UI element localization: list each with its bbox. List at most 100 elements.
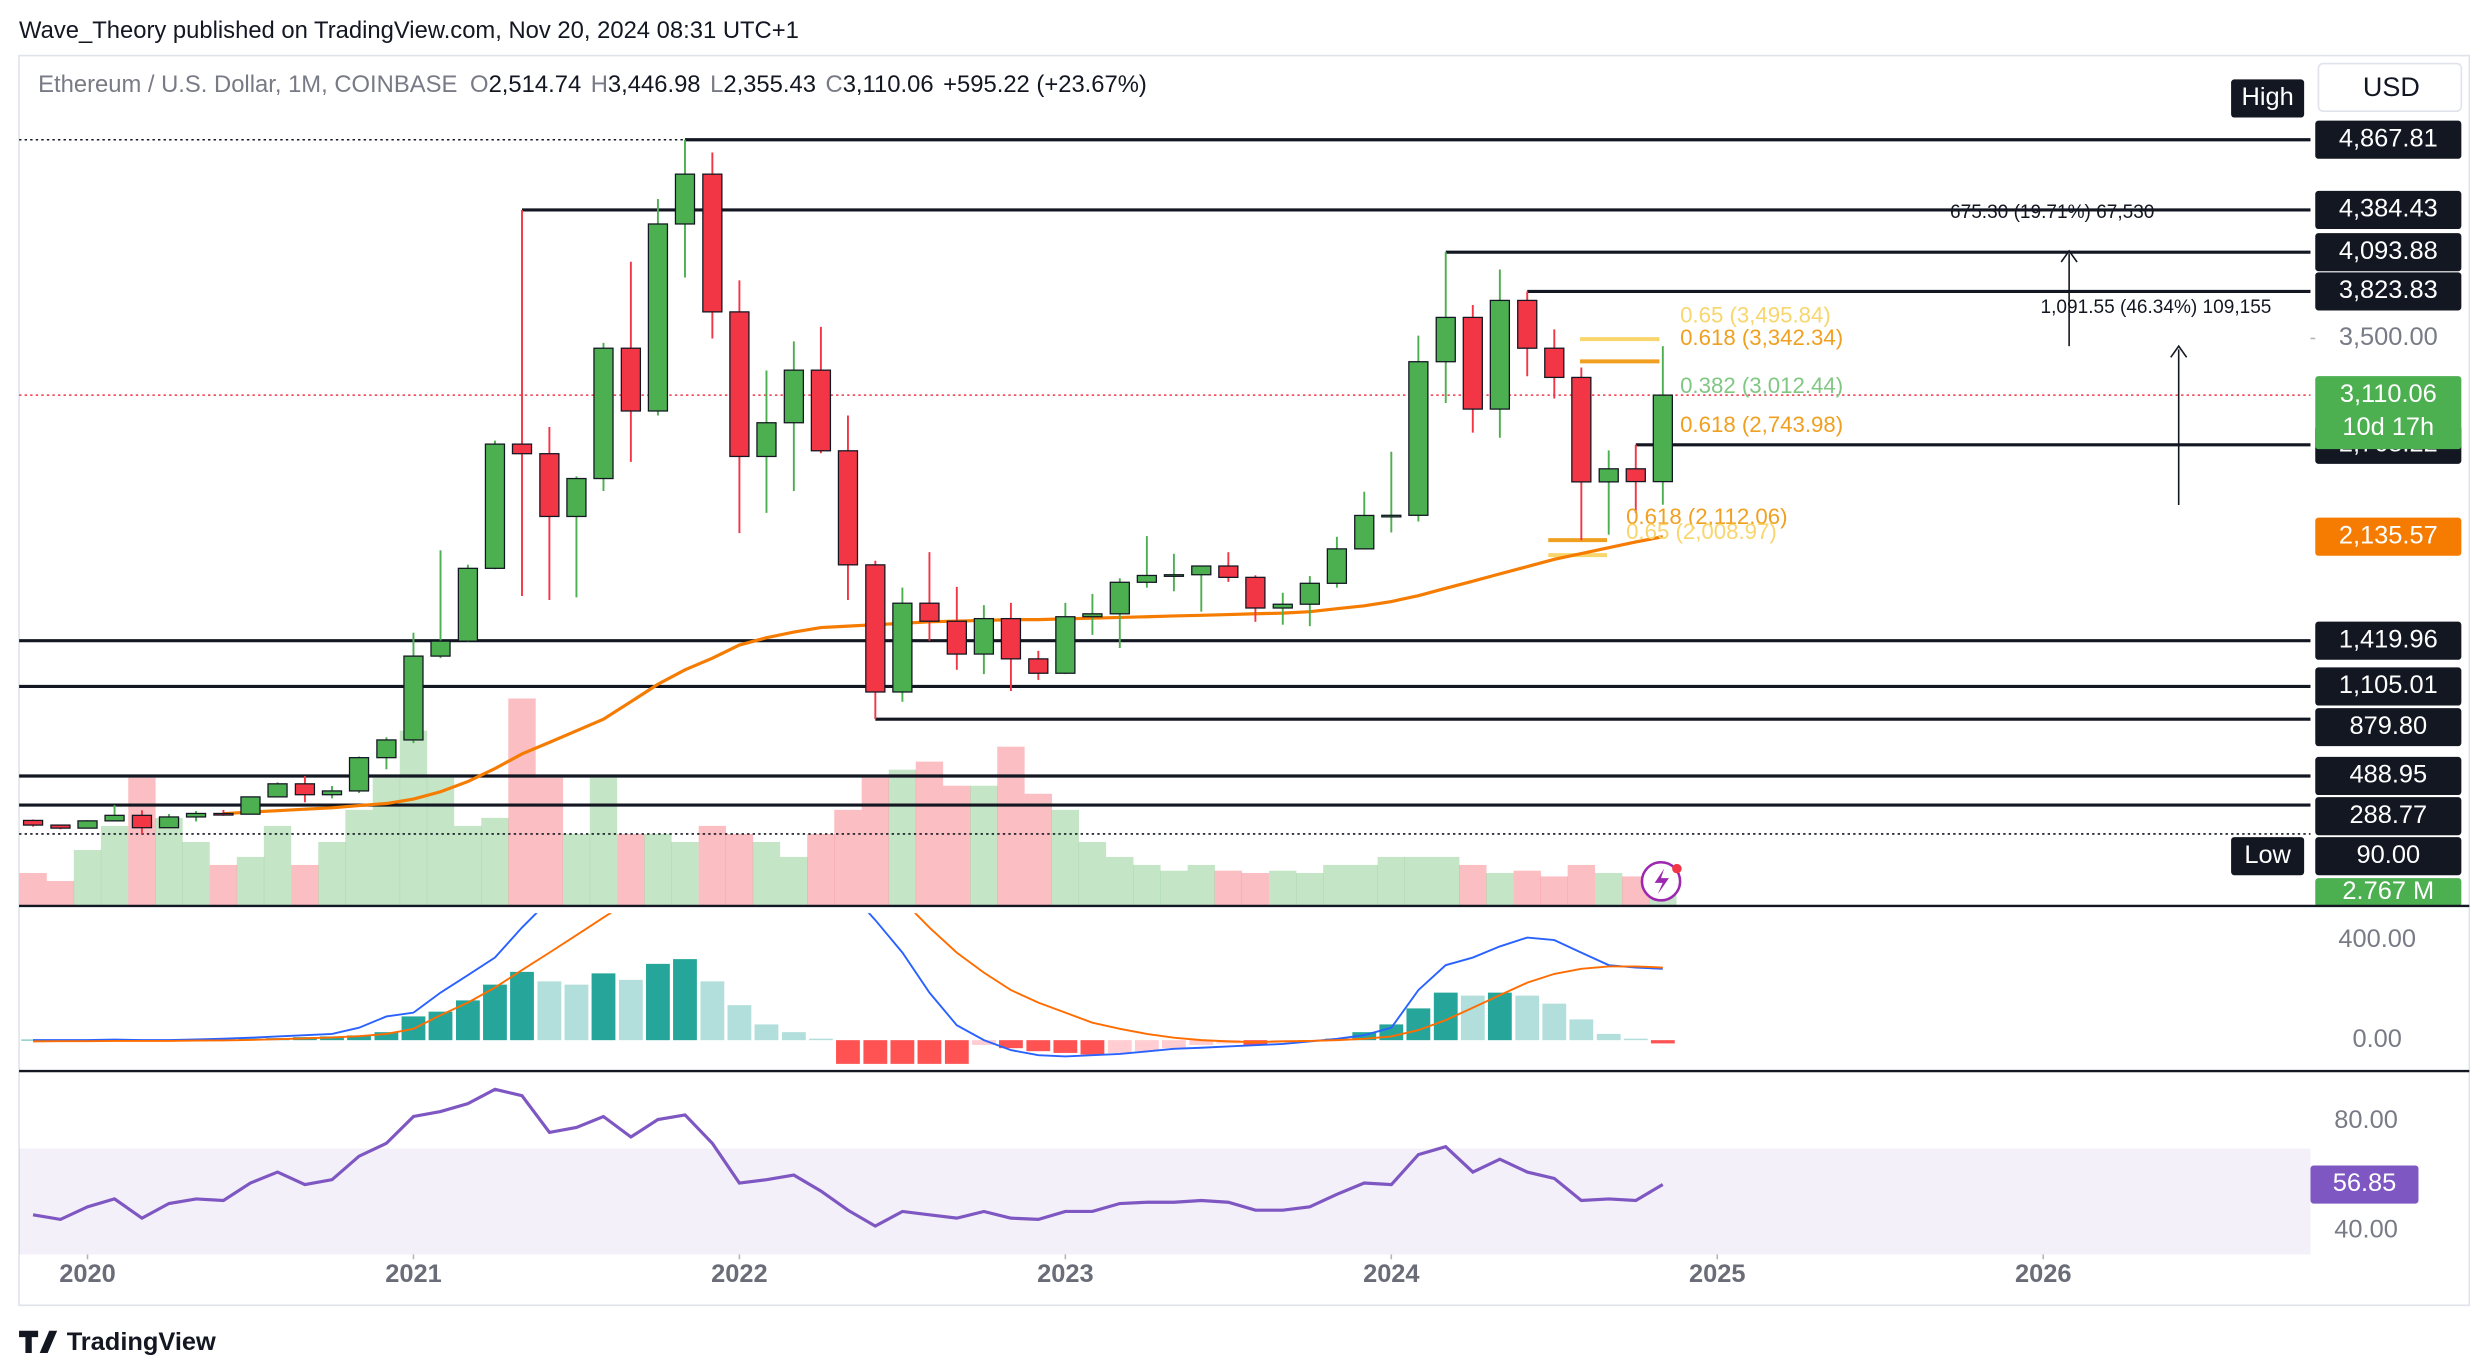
overlay: 0.65 (3,495.84)0.618 (3,342.34) 0.382 (3,…: [38, 71, 2462, 1288]
volume-bar: [1323, 864, 1351, 906]
candle-body: [1299, 582, 1320, 605]
alert-icon-bolt: [1654, 868, 1669, 895]
candle-body: [1245, 576, 1266, 609]
macd-histogram-bar: [781, 1032, 806, 1041]
extreme-tag: High: [2242, 83, 2294, 111]
macd-histogram-bar: [591, 973, 616, 1041]
volume-bar: [1078, 841, 1107, 906]
fib-label: 0.382 (3,012.44): [1680, 373, 1843, 398]
volume-bar: [752, 841, 781, 906]
candle-body: [22, 819, 44, 826]
volume-bar: [1296, 872, 1324, 906]
macd-histogram-bar: [700, 981, 725, 1041]
volume-bar: [263, 825, 292, 906]
macd-histogram-bar: [537, 981, 562, 1041]
volume-bar: [1241, 872, 1270, 906]
candle-body: [973, 617, 995, 655]
legend-letter: C: [826, 71, 843, 98]
candle-body: [756, 422, 777, 458]
brand-logo: [19, 1330, 58, 1353]
ma-label: 2,135.57: [2339, 521, 2438, 549]
level-label: 1,105.01: [2339, 671, 2438, 699]
candle-body: [810, 369, 832, 452]
brand: TradingView: [67, 1328, 216, 1356]
volume-bar: [128, 777, 156, 906]
volume-bar: [562, 833, 591, 906]
macd-histogram-bar: [347, 1035, 371, 1041]
volume-bar: [1540, 876, 1568, 906]
rsi-label: 56.85: [2333, 1169, 2397, 1197]
price-pane: [19, 138, 2311, 906]
candle-body: [403, 655, 424, 741]
macd-histogram-bar: [1596, 1033, 1621, 1041]
candle-body: [1571, 376, 1592, 483]
volume-bar: [997, 746, 1025, 906]
macd-histogram-bar: [1352, 1032, 1377, 1041]
measure-label: 675.30 (19.71%) 67,530: [1950, 202, 2154, 223]
candle-body: [1354, 514, 1375, 550]
candle-body: [919, 602, 940, 622]
x-tick-label: 2026: [2015, 1260, 2071, 1288]
macd-histogram-bar: [971, 1040, 996, 1045]
volume-bar: [454, 825, 482, 906]
currency-box[interactable]: [2317, 62, 2463, 112]
macd-histogram-bar: [1433, 992, 1458, 1041]
volume-bar: [155, 817, 183, 906]
candle-body: [566, 477, 587, 518]
volume-bar: [617, 833, 645, 906]
candle-body: [376, 739, 397, 759]
volume-bar: [1214, 870, 1243, 906]
macd-tick-label: 400.00: [2338, 925, 2416, 953]
candle-body: [1326, 548, 1348, 584]
level-label-box: [2315, 272, 2462, 311]
macd-histogram-bar: [510, 971, 534, 1041]
candle-body: [50, 824, 71, 829]
candle-body: [240, 796, 261, 815]
candle-body: [1598, 468, 1619, 483]
candle-body: [484, 443, 506, 569]
macd-histogram-bar: [455, 1000, 480, 1041]
volume-bar: [426, 777, 455, 906]
fib-label: 0.618 (2,743.98): [1680, 412, 1843, 437]
volume-bar: [888, 769, 917, 906]
rsi-tick-label: 40.00: [2334, 1215, 2398, 1243]
legend-value: 3,110.06: [843, 71, 934, 98]
volume-bar: [1404, 856, 1433, 906]
candle-body: [1489, 299, 1511, 410]
volume-bar: [508, 698, 536, 906]
frame: [18, 54, 2471, 1307]
macd-tick-label: 0.00: [2352, 1025, 2401, 1053]
measure-label: 1,091.55 (46.34%) 109,155: [2041, 297, 2272, 318]
level-label: 1,419.96: [2339, 625, 2438, 653]
macd-histogram-bar: [646, 963, 670, 1041]
x-tick-label: 2020: [59, 1260, 115, 1288]
macd-histogram-bar: [1650, 1040, 1675, 1044]
level-label: 4,867.81: [2339, 124, 2438, 152]
level-label: 4,093.88: [2339, 237, 2438, 265]
macd-histogram-bar: [890, 1040, 915, 1064]
level-label-box: [2315, 233, 2462, 272]
fib-label: 0.618 (2,112.06): [1626, 504, 1787, 529]
legend-letter: O: [470, 71, 489, 98]
volume-bar: [698, 825, 727, 906]
alert-icon-dot: [1672, 863, 1682, 874]
candle-body: [267, 783, 288, 798]
macd-histogram-bar: [483, 984, 507, 1041]
macd-histogram-bar: [1623, 1038, 1648, 1041]
candle-body: [1082, 613, 1103, 618]
volume-bar: [1269, 870, 1297, 906]
candle-body: [1625, 468, 1646, 483]
x-tick-label: 2023: [1037, 1260, 1093, 1288]
macd-histogram-bar: [1189, 1040, 1214, 1045]
header: Wave_Theory published on TradingView.com…: [19, 17, 799, 44]
macd-line: [33, 913, 1663, 1058]
macd-histogram-bar: [374, 1032, 399, 1041]
level-label-box: [2315, 120, 2462, 159]
candle-body: [1163, 574, 1185, 577]
candle-body: [620, 347, 642, 412]
rsi-pane: [19, 1087, 2311, 1255]
candle-body: [1191, 565, 1212, 576]
measure-arrow-head: [2060, 249, 2078, 263]
macd-histogram-bar: [1515, 995, 1540, 1041]
